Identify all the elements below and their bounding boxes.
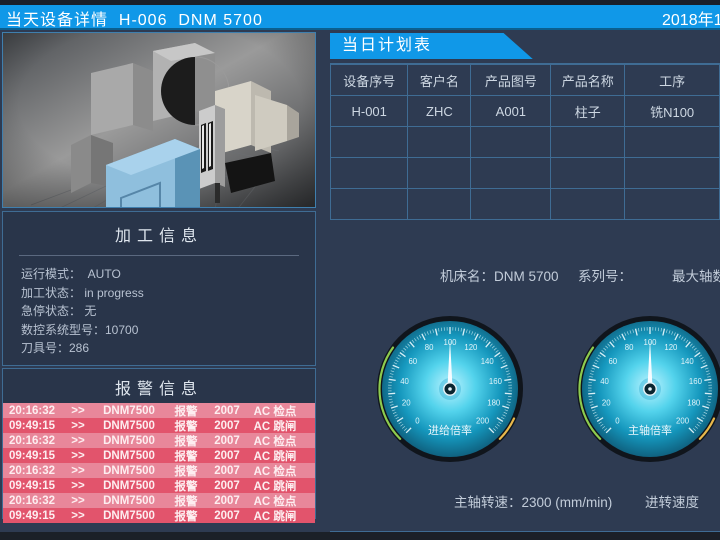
svg-text:160: 160 bbox=[489, 377, 503, 386]
svg-text:200: 200 bbox=[476, 417, 490, 426]
svg-text:180: 180 bbox=[487, 398, 501, 407]
svg-text:80: 80 bbox=[425, 343, 434, 352]
svg-text:0: 0 bbox=[615, 417, 620, 426]
svg-text:200: 200 bbox=[676, 417, 690, 426]
svg-text:120: 120 bbox=[664, 343, 678, 352]
svg-text:进给倍率: 进给倍率 bbox=[428, 423, 472, 437]
svg-text:120: 120 bbox=[464, 343, 478, 352]
svg-text:180: 180 bbox=[687, 398, 701, 407]
svg-text:40: 40 bbox=[400, 377, 409, 386]
svg-text:40: 40 bbox=[600, 377, 609, 386]
svg-text:主轴倍率: 主轴倍率 bbox=[628, 423, 672, 437]
svg-text:160: 160 bbox=[689, 377, 703, 386]
svg-text:20: 20 bbox=[402, 398, 411, 407]
svg-text:140: 140 bbox=[481, 357, 495, 366]
svg-text:20: 20 bbox=[602, 398, 611, 407]
svg-text:60: 60 bbox=[608, 357, 617, 366]
svg-text:140: 140 bbox=[681, 357, 695, 366]
svg-text:60: 60 bbox=[408, 357, 417, 366]
svg-text:80: 80 bbox=[625, 343, 634, 352]
svg-text:0: 0 bbox=[415, 417, 420, 426]
